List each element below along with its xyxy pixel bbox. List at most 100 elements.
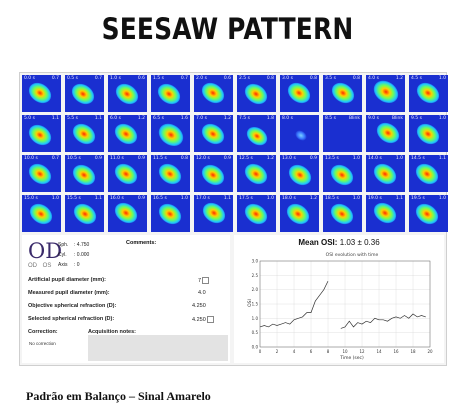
report-panel: 0.0 s 0.7 0.5 s 0.7 1.0 s 0.6 1.5 s 0.7 2.0 s 0.6… — [19, 72, 448, 366]
psf-spot — [328, 78, 358, 108]
psf-tile: 18.0 s 1.2 — [280, 195, 319, 232]
psf-tile: 0.0 s 0.7 — [22, 75, 61, 112]
tile-osi: Blink — [348, 116, 360, 121]
axis-value: : 0 — [74, 262, 80, 268]
psf-tile: 4.0 s 1.2 — [366, 75, 405, 112]
tile-time: 15.5 s — [67, 196, 81, 201]
tile-time: 19.5 s — [411, 196, 425, 201]
cyl-label: Cyl. — [58, 252, 67, 258]
psf-spot — [69, 160, 99, 190]
spin-icon[interactable] — [202, 277, 210, 284]
tile-osi: 1.8 — [266, 116, 274, 121]
selected-refraction-value[interactable]: 4.250 — [192, 316, 214, 323]
psf-tile: 17.0 s 1.1 — [194, 195, 233, 232]
psf-tile: 13.5 s 1.0 — [323, 155, 362, 192]
psf-spot — [412, 159, 442, 189]
tile-osi: 1.1 — [395, 196, 403, 201]
x-tick-label: 0 — [259, 349, 262, 354]
psf-tile: 16.5 s 1.0 — [151, 195, 190, 232]
psf-tile: 1.0 s 0.6 — [108, 75, 147, 112]
psf-tile: 10.5 s 0.9 — [65, 155, 104, 192]
tile-osi: 1.0 — [51, 196, 59, 201]
tile-osi: 0.8 — [180, 156, 188, 161]
eye-selector[interactable]: OD OS — [28, 263, 52, 269]
psf-spot — [285, 160, 315, 190]
tile-time: 9.0 s — [368, 116, 379, 121]
psf-spot — [327, 199, 357, 229]
tile-time: 5.5 s — [67, 116, 78, 121]
y-tick-label: 1.5 — [252, 302, 259, 307]
artificial-pupil-value[interactable]: 7 — [198, 277, 210, 284]
tile-time: 11.0 s — [110, 156, 124, 161]
psf-tile: 12.5 s 1.2 — [237, 155, 276, 192]
tile-osi: 1.0 — [438, 76, 446, 81]
tile-time: 14.5 s — [411, 156, 425, 161]
correction-label: Correction: — [28, 329, 58, 335]
psf-spot — [25, 78, 55, 108]
tile-time: 3.5 s — [325, 76, 336, 81]
tile-osi: 0.8 — [309, 76, 317, 81]
x-tick-label: 14 — [376, 349, 382, 354]
tile-time: 8.5 s — [325, 116, 336, 121]
acquisition-notes-label: Acquisition notes: — [88, 329, 136, 335]
psf-tile: 3.0 s 0.8 — [280, 75, 319, 112]
measured-pupil-value: 4.0 — [198, 290, 206, 296]
acquisition-notes-field[interactable] — [88, 335, 228, 361]
spin-icon[interactable] — [206, 316, 214, 323]
artificial-pupil-label: Artificial pupil diameter (mm): — [28, 277, 106, 283]
psf-tile: 1.5 s 0.7 — [151, 75, 190, 112]
tile-time: 16.5 s — [153, 196, 167, 201]
sph-label: Sph. — [58, 242, 69, 248]
comments-label: Comments: — [126, 240, 157, 246]
eye-label: OD — [28, 239, 63, 263]
tile-time: 3.0 s — [282, 76, 293, 81]
psf-spot — [68, 79, 98, 109]
psf-spot — [369, 76, 403, 108]
psf-spot — [198, 78, 228, 108]
psf-spot — [111, 159, 141, 189]
tile-osi: 0.9 — [309, 156, 317, 161]
psf-spot — [327, 160, 357, 190]
psf-spot — [413, 119, 443, 149]
x-tick-label: 6 — [310, 349, 313, 354]
psf-tile: 3.5 s 0.8 — [323, 75, 362, 112]
tile-osi: 1.0 — [180, 196, 188, 201]
y-tick-label: 2.5 — [252, 273, 259, 278]
tile-osi: 1.2 — [395, 76, 403, 81]
psf-tile: 10.0 s 0.7 — [22, 155, 61, 192]
psf-tile: 14.0 s 1.0 — [366, 155, 405, 192]
psf-tile: 19.5 s 1.0 — [409, 195, 448, 232]
tile-time: 11.5 s — [153, 156, 167, 161]
tile-time: 19.0 s — [368, 196, 382, 201]
axis-label: Axis — [58, 262, 68, 268]
tile-osi: 1.2 — [137, 116, 145, 121]
y-tick-label: 0.0 — [252, 345, 259, 350]
tile-osi: 1.2 — [266, 156, 274, 161]
psf-tile: 19.0 s 1.1 — [366, 195, 405, 232]
psf-spot — [412, 199, 442, 229]
osi-series-line — [340, 313, 426, 329]
psf-spot — [154, 79, 184, 109]
sph-value: : 4.750 — [74, 242, 90, 248]
psf-tile: 5.5 s 1.1 — [65, 115, 104, 152]
mean-osi: Mean OSI: 1.03 ± 0.36 — [234, 238, 444, 247]
psf-spot — [199, 198, 229, 228]
psf-tile: 2.0 s 0.6 — [194, 75, 233, 112]
mean-osi-value: 1.03 ± 0.36 — [339, 238, 380, 247]
psf-spot — [293, 127, 309, 143]
tile-time: 13.0 s — [282, 156, 296, 161]
psf-spot — [284, 78, 314, 108]
psf-tile: 11.0 s 0.9 — [108, 155, 147, 192]
tile-osi: Blink — [391, 116, 403, 121]
tile-osi: 0.7 — [51, 76, 59, 81]
tile-osi: 1.1 — [94, 116, 102, 121]
psf-spot — [370, 198, 400, 228]
tile-osi: 1.0 — [352, 156, 360, 161]
psf-spot — [70, 199, 100, 229]
psf-tile: 4.5 s 1.0 — [409, 75, 448, 112]
psf-spot — [111, 119, 141, 149]
mean-osi-label: Mean OSI: — [298, 238, 338, 247]
tile-time: 0.0 s — [24, 76, 35, 81]
tile-osi: 1.0 — [438, 196, 446, 201]
page-title: SEESAW PATTERN — [101, 12, 354, 46]
